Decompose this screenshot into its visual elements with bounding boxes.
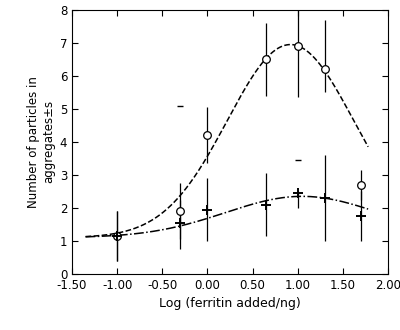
X-axis label: Log (ferritin added/ng): Log (ferritin added/ng) — [159, 297, 301, 310]
Y-axis label: Number of particles in
aggregates±s: Number of particles in aggregates±s — [28, 76, 56, 208]
